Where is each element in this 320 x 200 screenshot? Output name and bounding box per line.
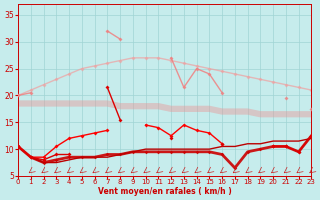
X-axis label: Vent moyen/en rafales ( km/h ): Vent moyen/en rafales ( km/h )	[98, 187, 232, 196]
